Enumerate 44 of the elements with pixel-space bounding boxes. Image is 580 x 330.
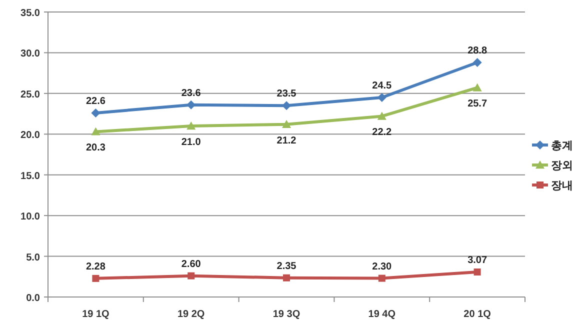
data-label: 21.0 [181, 137, 202, 148]
point [472, 58, 482, 67]
data-label: 3.07 [468, 255, 488, 266]
x-tick-label: 19 3Q [272, 309, 300, 320]
y-tick-label: 5.0 [26, 252, 40, 264]
data-label: 2.30 [372, 261, 392, 272]
point [282, 120, 291, 128]
y-tick-label: 25.0 [20, 89, 40, 100]
data-label: 25.7 [468, 98, 488, 110]
y-tick-label: 15.0 [20, 170, 40, 182]
point [282, 101, 291, 110]
point [378, 274, 386, 282]
point [91, 108, 100, 118]
point [91, 127, 100, 136]
point [474, 268, 481, 276]
x-tick-label: 19 1Q [82, 309, 110, 320]
legend-label: 장내 [551, 180, 573, 192]
data-label: 22.6 [86, 96, 106, 107]
y-tick-label: 10.0 [20, 212, 40, 223]
data-label: 2.28 [86, 261, 106, 272]
data-label: 2.60 [181, 258, 202, 270]
point [186, 122, 196, 130]
data-label: 20.3 [86, 142, 106, 154]
x-tick-label: 19 2Q [177, 309, 205, 320]
data-label: 22.2 [372, 127, 392, 138]
y-tick-label: 0.0 [26, 293, 40, 304]
data-label: 21.2 [276, 135, 297, 146]
y-tick-label: 30.0 [20, 48, 40, 60]
legend-label: 장외 [551, 160, 573, 172]
data-label: 2.35 [276, 260, 297, 272]
y-tick-label: 20.0 [20, 130, 40, 142]
point [377, 112, 386, 120]
y-tick-label: 35.0 [20, 8, 40, 19]
x-tick-label: 20 1Q [464, 309, 492, 320]
point [188, 272, 195, 280]
data-label: 23.5 [276, 88, 297, 100]
x-tick-label: 19 4Q [368, 309, 396, 320]
data-label: 23.6 [181, 88, 202, 99]
legend-label: 총계 [551, 140, 573, 152]
data-label: 28.8 [468, 45, 488, 56]
data-label: 24.5 [372, 80, 392, 92]
point [472, 83, 482, 92]
point [92, 274, 100, 282]
point [283, 274, 290, 282]
